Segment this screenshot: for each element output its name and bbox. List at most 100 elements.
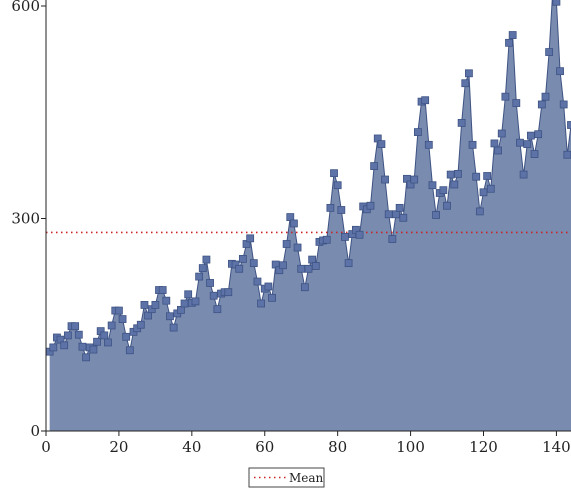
data-point bbox=[334, 182, 341, 189]
data-point bbox=[425, 141, 432, 148]
data-point bbox=[287, 214, 294, 221]
data-point bbox=[312, 262, 319, 269]
data-point bbox=[458, 119, 465, 126]
data-point bbox=[327, 204, 334, 211]
data-point bbox=[192, 298, 199, 305]
data-point bbox=[560, 101, 567, 108]
data-point bbox=[513, 100, 520, 107]
data-point bbox=[414, 129, 421, 136]
data-point bbox=[115, 307, 122, 314]
data-point bbox=[382, 176, 389, 183]
data-point bbox=[126, 347, 133, 354]
data-point bbox=[247, 235, 254, 242]
data-point bbox=[159, 287, 166, 294]
data-point bbox=[447, 171, 454, 178]
data-point bbox=[298, 265, 305, 272]
data-point bbox=[396, 204, 403, 211]
data-point bbox=[203, 256, 210, 263]
data-point bbox=[469, 141, 476, 148]
data-point bbox=[64, 332, 71, 339]
data-point bbox=[236, 265, 243, 272]
data-point bbox=[498, 130, 505, 137]
data-point bbox=[341, 233, 348, 240]
data-point bbox=[145, 312, 152, 319]
data-point bbox=[557, 68, 564, 75]
data-point bbox=[462, 80, 469, 87]
data-point bbox=[108, 322, 115, 329]
data-point bbox=[527, 132, 534, 139]
legend-mean-label: Mean bbox=[289, 471, 324, 485]
x-tick-label: 120 bbox=[469, 438, 498, 456]
plot-area bbox=[46, 0, 571, 431]
data-point bbox=[411, 176, 418, 183]
data-point bbox=[141, 301, 148, 308]
data-point bbox=[137, 321, 144, 328]
data-point bbox=[61, 342, 68, 349]
data-point bbox=[484, 173, 491, 180]
data-point bbox=[356, 231, 363, 238]
x-tick-label: 40 bbox=[182, 438, 201, 456]
data-point bbox=[367, 202, 374, 209]
data-point bbox=[546, 49, 553, 56]
data-point bbox=[301, 284, 308, 291]
data-point bbox=[83, 354, 90, 361]
data-point bbox=[163, 297, 170, 304]
data-point bbox=[385, 211, 392, 218]
data-point bbox=[429, 182, 436, 189]
series-area bbox=[50, 0, 571, 431]
data-point bbox=[50, 344, 57, 351]
data-point bbox=[509, 32, 516, 39]
data-point bbox=[476, 208, 483, 215]
data-point bbox=[502, 93, 509, 100]
data-point bbox=[250, 260, 257, 267]
data-point bbox=[166, 313, 173, 320]
data-point bbox=[254, 278, 261, 285]
data-point bbox=[214, 306, 221, 313]
data-point bbox=[225, 289, 232, 296]
data-point bbox=[440, 187, 447, 194]
data-point bbox=[371, 163, 378, 170]
y-tick-label: 300 bbox=[11, 210, 40, 228]
data-point bbox=[531, 151, 538, 158]
data-point bbox=[454, 170, 461, 177]
data-point bbox=[422, 97, 429, 104]
x-tick-label: 100 bbox=[396, 438, 425, 456]
data-point bbox=[542, 93, 549, 100]
data-point bbox=[480, 189, 487, 196]
data-point bbox=[323, 236, 330, 243]
y-tick-label: 600 bbox=[11, 0, 40, 15]
data-point bbox=[101, 332, 108, 339]
y-tick-label: 0 bbox=[30, 422, 40, 440]
data-point bbox=[378, 141, 385, 148]
data-point bbox=[269, 294, 276, 301]
x-tick-label: 60 bbox=[255, 438, 274, 456]
legend: Mean bbox=[249, 468, 324, 487]
data-point bbox=[538, 101, 545, 108]
data-point bbox=[400, 214, 407, 221]
data-point bbox=[283, 241, 290, 248]
data-point bbox=[239, 255, 246, 262]
data-point bbox=[465, 70, 472, 77]
data-point bbox=[305, 265, 312, 272]
data-point bbox=[290, 220, 297, 227]
data-point bbox=[487, 185, 494, 192]
x-tick-label: 20 bbox=[109, 438, 128, 456]
data-point bbox=[72, 323, 79, 330]
data-point bbox=[90, 346, 97, 353]
data-point bbox=[491, 140, 498, 147]
data-point bbox=[196, 273, 203, 280]
data-point bbox=[506, 39, 513, 46]
data-point bbox=[389, 236, 396, 243]
data-point bbox=[473, 173, 480, 180]
data-point bbox=[451, 181, 458, 188]
data-point bbox=[199, 265, 206, 272]
x-tick-label: 80 bbox=[328, 438, 347, 456]
x-tick-label: 140 bbox=[542, 438, 571, 456]
data-point bbox=[258, 300, 265, 307]
data-point bbox=[564, 151, 571, 158]
data-point bbox=[123, 333, 130, 340]
data-point bbox=[345, 260, 352, 267]
data-point bbox=[279, 262, 286, 269]
